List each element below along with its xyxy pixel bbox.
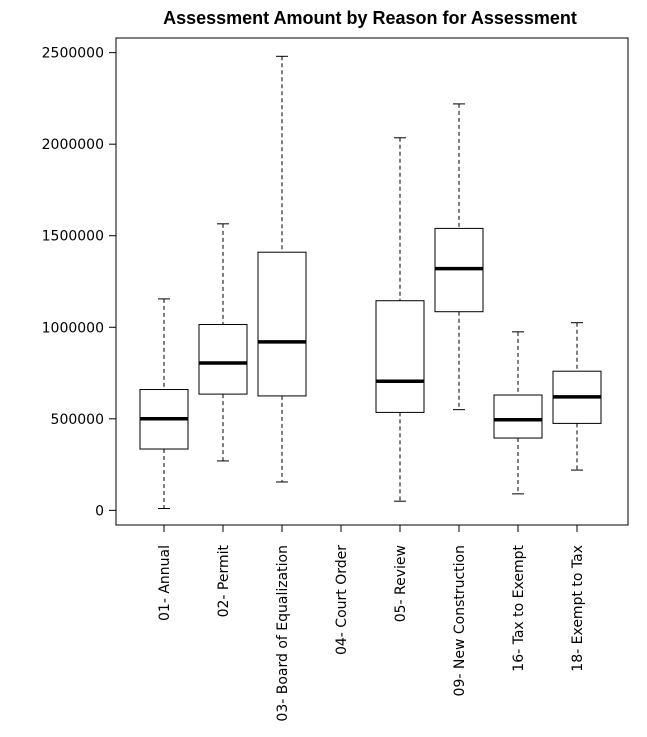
iqr-box bbox=[493, 394, 543, 439]
box-group bbox=[375, 137, 425, 502]
x-tick-label: 04- Court Order bbox=[334, 545, 350, 655]
x-tick-label: 16- Tax to Exempt bbox=[511, 544, 527, 671]
y-tick-label: 1500000 bbox=[42, 229, 104, 245]
plot-border bbox=[115, 37, 629, 526]
box-group bbox=[198, 223, 248, 462]
x-tick-label: 18- Exempt to Tax bbox=[570, 545, 586, 672]
plot-frame bbox=[115, 37, 629, 526]
y-tick-label: 1000000 bbox=[42, 320, 104, 336]
x-tick-label: 09- New Construction bbox=[452, 545, 468, 696]
x-tick-label: 01- Annual bbox=[157, 545, 173, 621]
box-group bbox=[552, 322, 602, 471]
box-group bbox=[434, 103, 484, 411]
y-tick-label: 0 bbox=[95, 503, 104, 519]
iqr-box bbox=[257, 251, 307, 397]
iqr-box bbox=[198, 324, 248, 395]
x-axis: 01- Annual 02- Permit 03- Board of Equaliz… bbox=[157, 525, 586, 722]
boxes bbox=[139, 55, 602, 510]
y-tick-label: 500000 bbox=[51, 412, 104, 428]
iqr-box bbox=[375, 300, 425, 413]
box-group bbox=[139, 298, 189, 510]
x-tick-label: 05- Review bbox=[393, 545, 409, 622]
y-axis: 0 500000 1000000 1500000 2000000 2500000 bbox=[42, 46, 116, 519]
chart-title: Assessment Amount by Reason for Assessme… bbox=[163, 8, 577, 28]
x-tick-label: 02- Permit bbox=[216, 544, 232, 617]
y-tick-label: 2500000 bbox=[42, 46, 104, 62]
x-tick-label: 03- Board of Equalization bbox=[275, 545, 291, 722]
box-group bbox=[257, 55, 307, 483]
box-group bbox=[493, 331, 543, 495]
y-tick-label: 2000000 bbox=[42, 137, 104, 153]
